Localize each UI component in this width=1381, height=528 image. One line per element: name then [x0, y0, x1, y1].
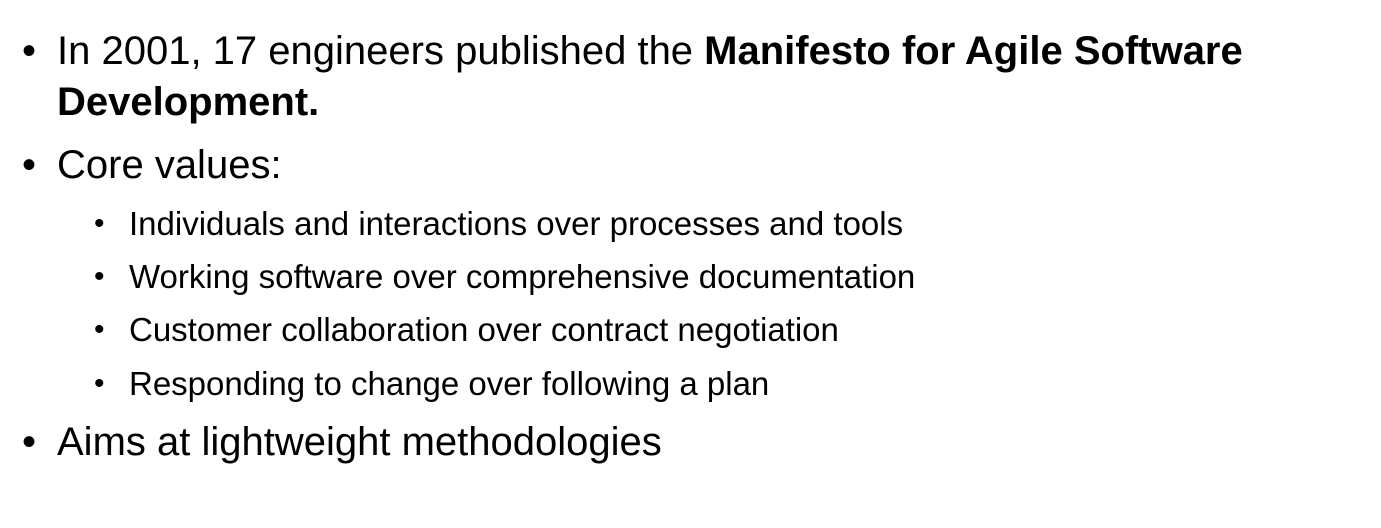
- sub-bullet-icon: •: [94, 313, 105, 346]
- sub-bullet-icon: •: [94, 260, 105, 293]
- bullet-icon: •: [22, 29, 37, 73]
- core-value-2: Working software over comprehensive docu…: [129, 258, 916, 295]
- bullet-icon: •: [22, 420, 37, 464]
- manifesto-title-part-2: Development.: [57, 80, 320, 124]
- sub-bullet-icon: •: [94, 367, 105, 400]
- core-value-3: Customer collaboration over contract neg…: [129, 311, 839, 348]
- sub-bullet-icon: •: [94, 207, 105, 240]
- manifesto-title-part-1: Manifesto for Agile Software: [704, 29, 1243, 73]
- manifesto-prefix: In 2001, 17 engineers published the: [57, 29, 705, 73]
- core-value-4: Responding to change over following a pl…: [129, 365, 770, 402]
- bullet-icon: •: [22, 143, 37, 187]
- manifesto-line-1: In 2001, 17 engineers published the Mani…: [57, 26, 1243, 76]
- aims-text: Aims at lightweight methodologies: [57, 420, 662, 464]
- core-values-heading: Core values:: [57, 143, 282, 187]
- core-value-1: Individuals and interactions over proces…: [129, 205, 904, 242]
